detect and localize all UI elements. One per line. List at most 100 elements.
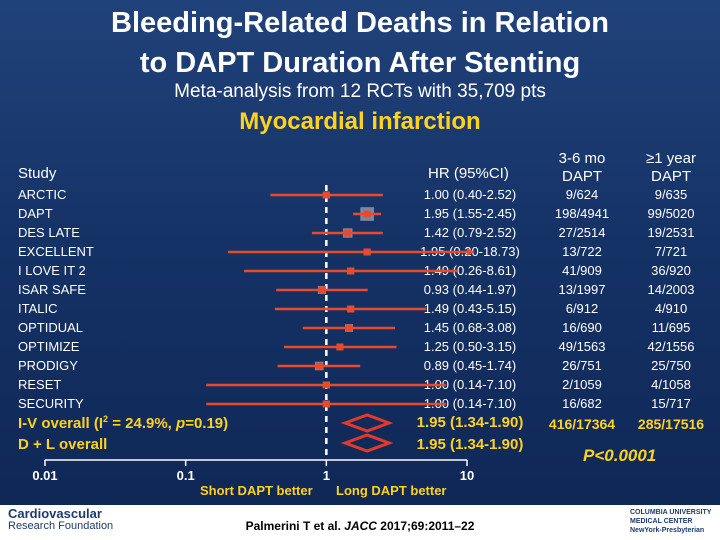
iv-overall-label-pre: I-V overall (I — [18, 415, 104, 432]
columbia-logo: COLUMBIA UNIVERSITY MEDICAL CENTER NewYo… — [630, 508, 711, 535]
study-long-events: 14/2003 — [647, 282, 695, 297]
study-short-events: 198/4941 — [554, 206, 610, 221]
study-short-events: 49/1563 — [558, 339, 606, 354]
study-long-events: 19/2531 — [647, 225, 695, 240]
study-point — [363, 210, 371, 218]
study-hr: 1.45 (0.68-3.08) — [423, 320, 517, 335]
study-long-events: 4/1058 — [651, 377, 691, 392]
study-hr: 1.49 (0.26-8.61) — [423, 263, 517, 278]
x-axis-tick-label: 0.1 — [177, 468, 195, 483]
forest-plot: 0.01 0.1 1 10 — [32, 191, 475, 483]
citation-authors: Palmerini T et al. — [245, 519, 345, 533]
study-point — [315, 362, 323, 370]
study-name: ISAR SAFE — [18, 282, 86, 297]
columbia-logo-line-3: NewYork-Presbyterian — [630, 527, 705, 534]
study-short-events: 2/1059 — [562, 377, 602, 392]
x-axis-tick-label: 10 — [460, 468, 474, 483]
study-point — [347, 267, 355, 275]
crf-logo-line-1: Cardiovascular — [8, 506, 102, 521]
study-hr: 1.00 (0.14-7.10) — [423, 377, 517, 392]
study-name: SECURITY — [18, 396, 84, 411]
columbia-logo-line-1: COLUMBIA UNIVERSITY — [630, 509, 712, 516]
long-dapt-better-label: Long DAPT better — [336, 483, 447, 498]
study-hr: 1.00 (0.14-7.10) — [423, 396, 517, 411]
citation-journal: JACC — [344, 519, 377, 533]
study-long-events: 36/920 — [651, 263, 691, 278]
study-long-events: 7/721 — [654, 244, 688, 259]
short-dapt-better-label: Short DAPT better — [200, 483, 313, 498]
study-name: EXCELLENT — [18, 244, 94, 259]
study-short-events: 41/909 — [562, 263, 602, 278]
study-hr: 1.25 (0.50-3.15) — [423, 339, 517, 354]
study-point — [322, 381, 330, 389]
long-dapt-column-header: ≥1 year DAPT — [630, 150, 712, 186]
study-short-events: 16/682 — [562, 396, 602, 411]
slide-title-line-1: Bleeding-Related Deaths in Relation — [111, 7, 609, 39]
study-name: RESET — [18, 377, 62, 392]
x-axis-tick-label: 0.01 — [32, 468, 57, 483]
iv-overall-label-sup: 2 — [103, 414, 109, 424]
columbia-logo-line-2: MEDICAL CENTER — [630, 518, 693, 525]
study-long-events: 9/635 — [654, 187, 688, 202]
iv-overall-label-mid: = 24.9%, — [108, 415, 177, 432]
study-point — [345, 324, 353, 332]
iv-overall-label-post: =0.19) — [185, 415, 229, 432]
study-point — [363, 248, 371, 256]
iv-overall-label-p: p — [176, 415, 186, 432]
dl-overall-hr: 1.95 (1.34-1.90) — [416, 436, 524, 453]
citation: Palmerini T et al. JACC 2017;69:2011–22 — [0, 519, 720, 533]
study-name: DES LATE — [18, 225, 80, 240]
overall-diamond — [340, 413, 394, 433]
study-name: I LOVE IT 2 — [18, 263, 86, 278]
study-point — [322, 400, 330, 408]
study-name: ARCTIC — [18, 187, 67, 202]
study-short-events: 26/751 — [562, 358, 602, 373]
study-ci-arrow — [467, 248, 475, 256]
dl-overall-label: D + L overall — [18, 436, 108, 453]
study-hr: 1.95 (1.55-2.45) — [423, 206, 517, 221]
study-point — [344, 229, 352, 237]
study-long-events: 11/695 — [651, 320, 691, 335]
section-heading: Myocardial infarction — [239, 108, 481, 135]
overall-long-events: 285/17516 — [637, 416, 705, 432]
study-hr: 1.00 (0.40-2.52) — [423, 187, 517, 202]
study-point — [318, 286, 326, 294]
study-hr: 1.49 (0.43-5.15) — [423, 301, 517, 316]
study-long-events: 42/1556 — [647, 339, 695, 354]
short-dapt-column-header: 3-6 mo DAPT — [540, 150, 624, 186]
slide-title-line-2: to DAPT Duration After Stenting — [139, 47, 581, 79]
crf-logo-line-2: Research Foundation — [8, 520, 114, 532]
slide-subtitle: Meta-analysis from 12 RCTs with 35,709 p… — [174, 81, 546, 102]
iv-overall-label: I-V overall (I2 = 24.9%, p=0.19) — [18, 414, 228, 432]
study-name: ITALIC — [18, 301, 58, 316]
study-short-events: 13/722 — [562, 244, 602, 259]
overall-diamond — [340, 433, 394, 453]
study-short-events: 16/690 — [562, 320, 602, 335]
study-short-events: 9/624 — [565, 187, 599, 202]
x-axis-tick-label: 1 — [323, 468, 330, 483]
citation-details: 2017;69:2011–22 — [376, 519, 475, 533]
study-column-header: Study — [18, 165, 57, 182]
overall-short-events: 416/17364 — [548, 416, 616, 432]
study-point — [322, 191, 330, 199]
crf-logo: Cardiovascular Research Foundation — [8, 506, 114, 532]
hr-column-header: HR (95%CI) — [428, 165, 509, 182]
short-dapt-header-line-1: 3-6 mo — [558, 150, 606, 167]
study-name: PRODIGY — [18, 358, 78, 373]
p-value-text: P<0.0001 — [583, 446, 657, 465]
study-hr: 0.89 (0.45-1.74) — [423, 358, 517, 373]
study-short-events: 27/2514 — [558, 225, 606, 240]
study-long-events: 25/750 — [651, 358, 691, 373]
iv-overall-hr: 1.95 (1.34-1.90) — [416, 414, 524, 431]
study-long-events: 99/5020 — [647, 206, 695, 221]
long-dapt-header-line-1: ≥1 year — [646, 150, 696, 167]
study-hr: 1.42 (0.79-2.52) — [423, 225, 517, 240]
study-short-events: 6/912 — [565, 301, 599, 316]
study-name: DAPT — [18, 206, 53, 221]
p-value: P<0.0001 — [583, 446, 656, 466]
short-dapt-header-line-2: DAPT — [561, 168, 602, 185]
study-short-events: 13/1997 — [558, 282, 606, 297]
footer-bar — [0, 505, 720, 540]
study-name: OPTIMIZE — [18, 339, 80, 354]
study-hr: 0.93 (0.44-1.97) — [423, 282, 517, 297]
